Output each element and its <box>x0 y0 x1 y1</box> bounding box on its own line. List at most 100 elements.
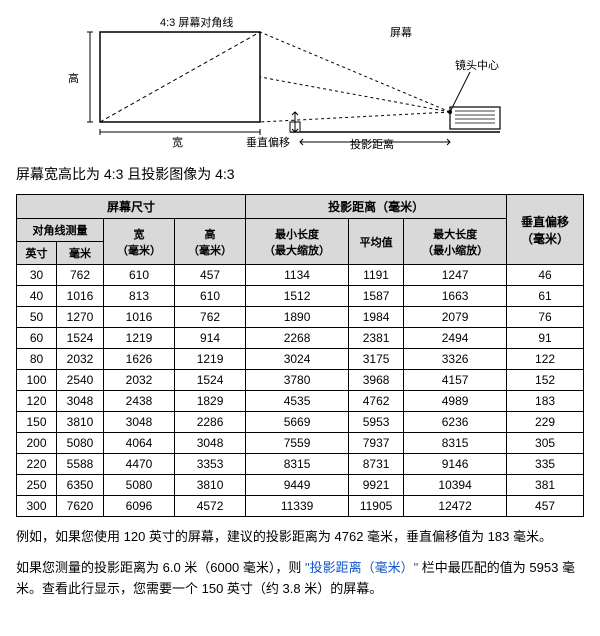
label-height: 高 <box>68 70 79 86</box>
table-cell: 1219 <box>103 328 174 349</box>
table-cell: 3024 <box>246 349 349 370</box>
table-cell: 2032 <box>103 370 174 391</box>
th-diag: 对角线测量 <box>17 219 104 242</box>
table-cell: 1247 <box>404 265 507 286</box>
p2a: 如果您测量的投影距离为 6.0 米（6000 毫米），则 <box>16 560 305 575</box>
table-cell: 381 <box>507 475 584 496</box>
table-cell: 11339 <box>246 496 349 517</box>
table-cell: 10394 <box>404 475 507 496</box>
table-cell: 1890 <box>246 307 349 328</box>
th-voffset: 垂直偏移 （毫米） <box>507 195 584 265</box>
th-avg: 平均值 <box>349 219 404 265</box>
table-cell: 3810 <box>57 412 104 433</box>
table-cell: 2268 <box>246 328 349 349</box>
table-cell: 2494 <box>404 328 507 349</box>
table-cell: 91 <box>507 328 584 349</box>
table-cell: 80 <box>17 349 57 370</box>
table-cell: 1984 <box>349 307 404 328</box>
label-diag: 4:3 屏幕对角线 <box>160 14 233 30</box>
table-cell: 150 <box>17 412 57 433</box>
table-cell: 6096 <box>103 496 174 517</box>
table-cell: 6236 <box>404 412 507 433</box>
table-cell: 4762 <box>349 391 404 412</box>
table-cell: 300 <box>17 496 57 517</box>
table-row: 3076261045711341191124746 <box>17 265 584 286</box>
table-cell: 200 <box>17 433 57 454</box>
table-cell: 1016 <box>103 307 174 328</box>
table-row: 40101681361015121587166361 <box>17 286 584 307</box>
table-cell: 9449 <box>246 475 349 496</box>
label-width: 宽 <box>172 134 183 150</box>
table-cell: 1270 <box>57 307 104 328</box>
table-cell: 3048 <box>57 391 104 412</box>
table-cell: 3175 <box>349 349 404 370</box>
table-cell: 6350 <box>57 475 104 496</box>
table-cell: 4572 <box>175 496 246 517</box>
table-cell: 305 <box>507 433 584 454</box>
table-cell: 2286 <box>175 412 246 433</box>
projection-table: 屏幕尺寸 投影距离（毫米） 垂直偏移 （毫米） 对角线测量 宽 （毫米） 高 （… <box>16 194 584 517</box>
table-cell: 2438 <box>103 391 174 412</box>
table-cell: 1016 <box>57 286 104 307</box>
table-cell: 4470 <box>103 454 174 475</box>
example-paragraph-2: 如果您测量的投影距离为 6.0 米（6000 毫米），则 "投影距离（毫米）" … <box>16 558 584 600</box>
table-row: 300762060964572113391190512472457 <box>17 496 584 517</box>
table-cell: 1587 <box>349 286 404 307</box>
table-cell: 1829 <box>175 391 246 412</box>
table-cell: 40 <box>17 286 57 307</box>
table-row: 501270101676218901984207976 <box>17 307 584 328</box>
table-cell: 457 <box>175 265 246 286</box>
table-row: 80203216261219302431753326122 <box>17 349 584 370</box>
th-width: 宽 （毫米） <box>103 219 174 265</box>
table-cell: 9146 <box>404 454 507 475</box>
table-cell: 3048 <box>175 433 246 454</box>
table-cell: 11905 <box>349 496 404 517</box>
table-cell: 76 <box>507 307 584 328</box>
table-cell: 120 <box>17 391 57 412</box>
table-cell: 5080 <box>57 433 104 454</box>
table-cell: 3048 <box>103 412 174 433</box>
table-cell: 5953 <box>349 412 404 433</box>
table-cell: 61 <box>507 286 584 307</box>
example-paragraph-1: 例如，如果您使用 120 英寸的屏幕，建议的投影距离为 4762 毫米，垂直偏移… <box>16 527 584 548</box>
table-cell: 4535 <box>246 391 349 412</box>
table-cell: 46 <box>507 265 584 286</box>
table-cell: 8731 <box>349 454 404 475</box>
table-cell: 12472 <box>404 496 507 517</box>
projection-diagram: 4:3 屏幕对角线 屏幕 镜头中心 高 宽 垂直偏移 投影距离 <box>60 12 540 152</box>
table-cell: 30 <box>17 265 57 286</box>
table-row: 220558844703353831587319146335 <box>17 454 584 475</box>
table-cell: 7937 <box>349 433 404 454</box>
table-cell: 1524 <box>175 370 246 391</box>
th-screen-size: 屏幕尺寸 <box>17 195 246 219</box>
table-cell: 229 <box>507 412 584 433</box>
table-cell: 220 <box>17 454 57 475</box>
table-cell: 1626 <box>103 349 174 370</box>
table-cell: 1191 <box>349 265 404 286</box>
table-cell: 152 <box>507 370 584 391</box>
table-cell: 762 <box>175 307 246 328</box>
th-min: 最小长度 （最大缩放） <box>246 219 349 265</box>
table-cell: 7559 <box>246 433 349 454</box>
table-row: 601524121991422682381249491 <box>17 328 584 349</box>
table-cell: 762 <box>57 265 104 286</box>
table-cell: 8315 <box>246 454 349 475</box>
table-cell: 3353 <box>175 454 246 475</box>
table-cell: 1524 <box>57 328 104 349</box>
th-proj-dist: 投影距离（毫米） <box>246 195 507 219</box>
table-cell: 122 <box>507 349 584 370</box>
table-cell: 60 <box>17 328 57 349</box>
table-cell: 9921 <box>349 475 404 496</box>
p2b: "投影距离（毫米）" <box>305 560 418 575</box>
table-cell: 3326 <box>404 349 507 370</box>
subtitle: 屏幕宽高比为 4:3 且投影图像为 4:3 <box>16 164 584 184</box>
table-cell: 1512 <box>246 286 349 307</box>
th-height: 高 （毫米） <box>175 219 246 265</box>
table-cell: 4989 <box>404 391 507 412</box>
label-dist: 投影距离 <box>350 136 394 152</box>
table-cell: 5669 <box>246 412 349 433</box>
table-cell: 5588 <box>57 454 104 475</box>
table-cell: 610 <box>175 286 246 307</box>
table-row: 2506350508038109449992110394381 <box>17 475 584 496</box>
table-cell: 7620 <box>57 496 104 517</box>
